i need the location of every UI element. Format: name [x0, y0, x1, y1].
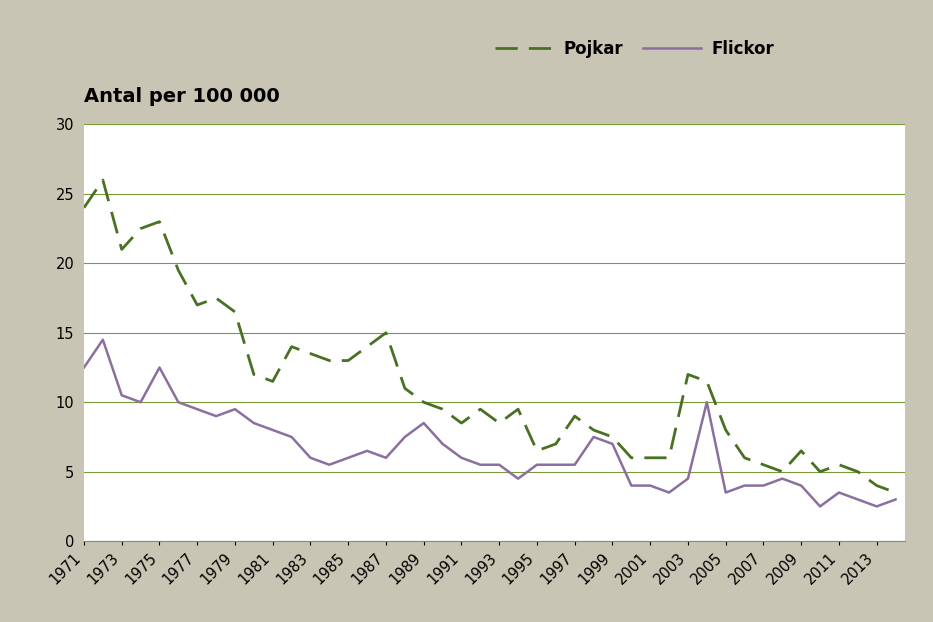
Legend: Pojkar, Flickor: Pojkar, Flickor — [488, 33, 781, 65]
Text: Antal per 100 000: Antal per 100 000 — [84, 86, 280, 106]
